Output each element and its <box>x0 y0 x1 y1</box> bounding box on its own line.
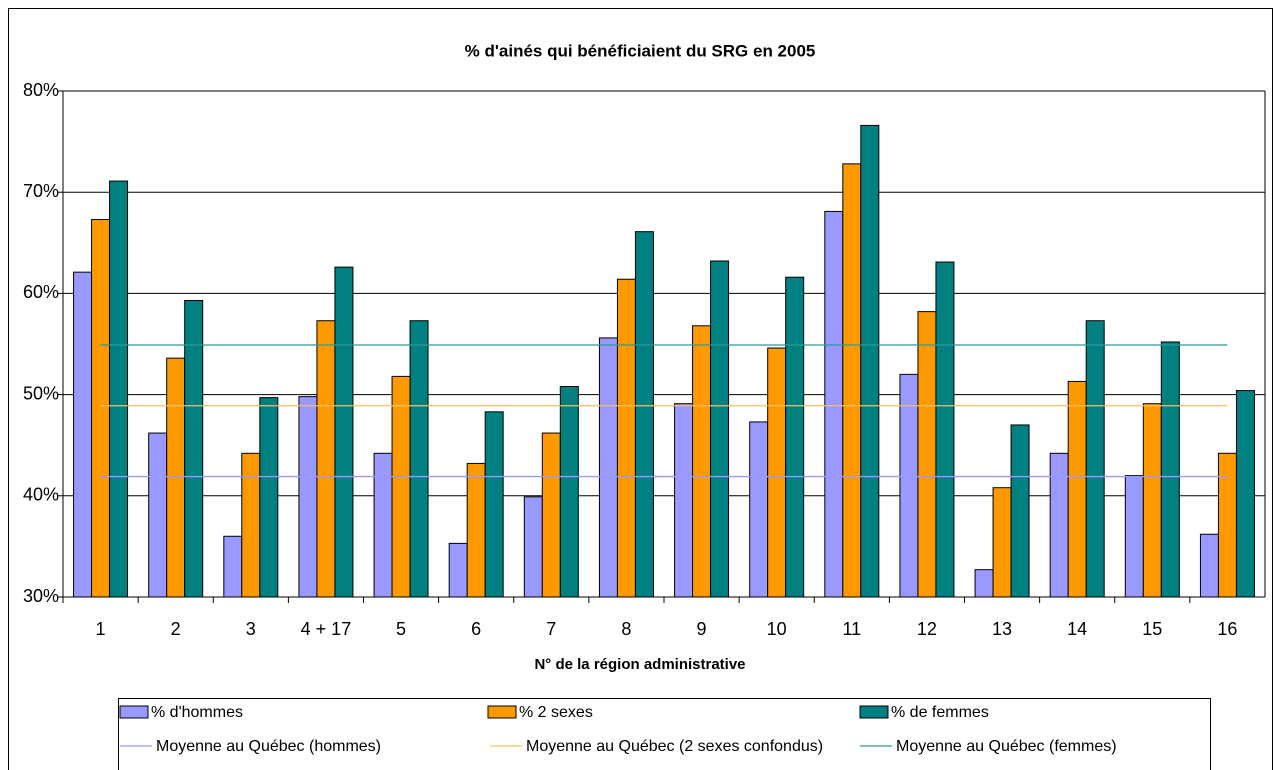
bar <box>91 219 111 598</box>
bar <box>1217 452 1237 598</box>
bar <box>842 163 862 598</box>
bar <box>541 432 561 598</box>
x-tick-label: 6 <box>471 619 481 639</box>
bar <box>917 311 937 598</box>
bar <box>1199 533 1219 598</box>
bar <box>974 569 994 598</box>
x-tick-label: 15 <box>1142 619 1162 639</box>
bar <box>316 320 336 598</box>
bar <box>166 357 186 598</box>
y-tick-label: 50% <box>23 383 59 403</box>
x-tick-label: 13 <box>992 619 1012 639</box>
y-tick-label: 30% <box>23 586 59 606</box>
bar <box>466 462 486 598</box>
x-tick-label: 12 <box>917 619 937 639</box>
bar <box>1010 424 1030 598</box>
x-tick-label: 4 + 17 <box>301 619 352 639</box>
x-tick-label: 5 <box>396 619 406 639</box>
bar <box>598 337 618 598</box>
x-tick-label: 2 <box>171 619 181 639</box>
x-tick-label: 10 <box>767 619 787 639</box>
bar <box>484 411 504 598</box>
bar <box>785 276 805 598</box>
bar <box>223 535 243 598</box>
bar <box>674 403 694 598</box>
bar <box>616 278 636 598</box>
bar <box>692 325 712 598</box>
legend-label: % de femmes <box>891 704 989 721</box>
bar <box>373 452 393 598</box>
bar <box>710 260 730 598</box>
bar <box>1067 380 1087 598</box>
x-tick-label: 1 <box>96 619 106 639</box>
bar <box>1049 452 1069 598</box>
x-tick-label: 3 <box>246 619 256 639</box>
bar <box>899 373 919 598</box>
bar <box>409 320 429 598</box>
legend-swatch <box>487 705 517 719</box>
bar <box>1142 403 1162 598</box>
legend-swatch <box>119 705 149 719</box>
bar <box>184 299 204 598</box>
bar <box>241 452 261 598</box>
bar <box>860 124 880 598</box>
bar <box>1235 390 1255 598</box>
y-tick-label: 60% <box>23 282 59 302</box>
bar <box>73 271 93 598</box>
x-tick-label: 14 <box>1067 619 1087 639</box>
bar <box>824 210 844 598</box>
x-tick-label: 11 <box>842 619 861 639</box>
legend-swatch <box>859 705 889 719</box>
chart-title: % d'ainés qui bénéficiaient du SRG en 20… <box>465 41 816 60</box>
bar <box>109 180 129 598</box>
y-tick-label: 70% <box>23 181 59 201</box>
bar <box>298 396 318 598</box>
x-tick-label: 8 <box>621 619 631 639</box>
x-tick-label: 7 <box>546 619 556 639</box>
bar <box>935 261 955 598</box>
bar <box>749 421 769 598</box>
bar <box>148 432 168 598</box>
legend-label: Moyenne au Québec (hommes) <box>156 738 381 755</box>
x-tick-label: 16 <box>1217 619 1237 639</box>
bar <box>559 386 579 598</box>
legend-label: % 2 sexes <box>519 704 593 721</box>
bar <box>259 397 279 598</box>
bar <box>1124 475 1144 598</box>
bar <box>992 487 1012 598</box>
x-tick-label: 9 <box>697 619 707 639</box>
bar <box>1160 341 1180 598</box>
bar <box>767 347 787 598</box>
bar <box>1085 320 1105 598</box>
bar <box>523 496 543 598</box>
bar <box>448 542 468 598</box>
legend-label: Moyenne au Québec (2 sexes confondus) <box>526 738 823 755</box>
legend-label: Moyenne au Québec (femmes) <box>896 738 1117 755</box>
x-axis-label: N° de la région administrative <box>534 656 745 673</box>
y-tick-label: 40% <box>23 485 59 505</box>
bar <box>391 375 411 598</box>
bar <box>634 231 654 598</box>
bar <box>334 266 354 598</box>
legend-label: % d'hommes <box>151 704 243 721</box>
y-tick-label: 80% <box>23 80 59 100</box>
legend-box <box>118 698 1211 770</box>
